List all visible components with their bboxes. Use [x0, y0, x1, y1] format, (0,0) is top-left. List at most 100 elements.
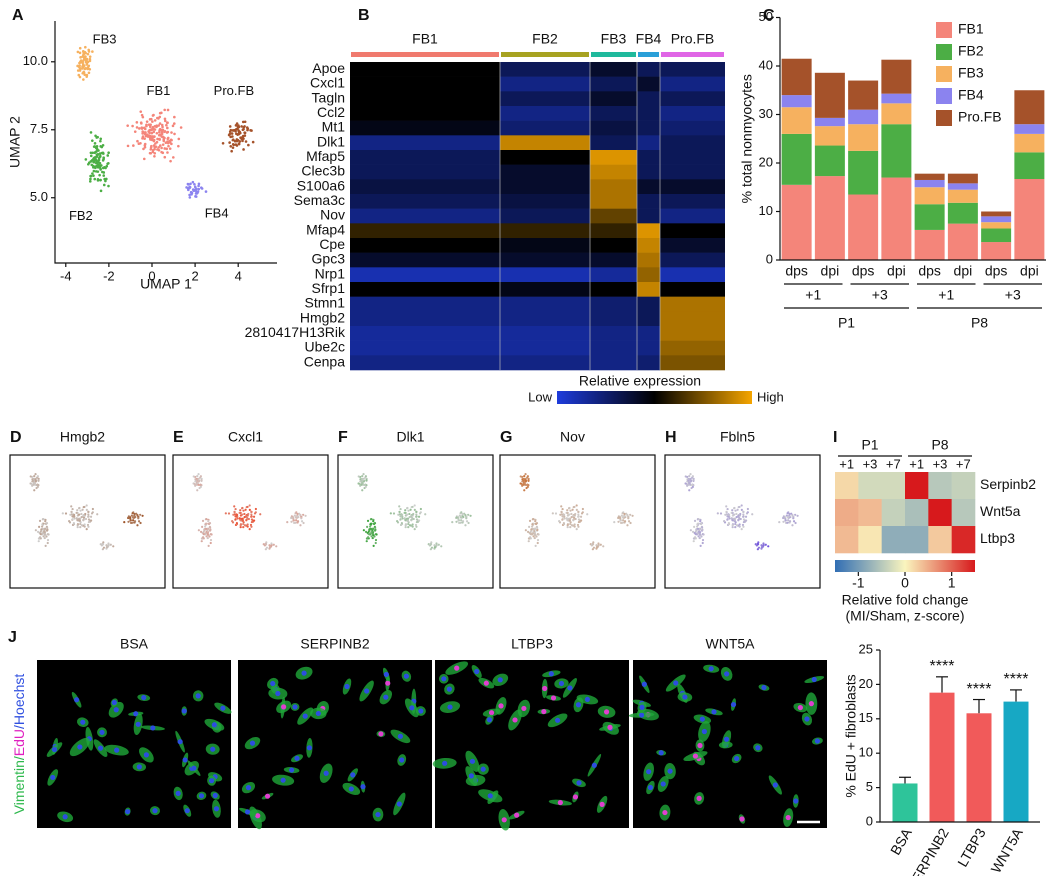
legend-title: Relative expression	[579, 373, 701, 389]
heat-cell	[500, 91, 590, 107]
nucleus	[418, 708, 424, 714]
cell-dot	[591, 548, 594, 551]
cell-dot	[158, 122, 162, 125]
cell-dot	[406, 513, 409, 516]
cell-dot	[105, 546, 108, 549]
cell-dot	[742, 520, 746, 524]
cell-dot	[241, 135, 244, 139]
cell-dot	[250, 518, 254, 521]
cell-dot	[248, 508, 251, 512]
cell-dot	[247, 143, 250, 147]
nucleus	[136, 764, 142, 770]
cell-dot	[80, 516, 83, 519]
cluster-label: FB2	[69, 208, 93, 223]
cell-dot	[684, 482, 687, 485]
cell-dot	[565, 511, 568, 514]
cell-dot	[405, 517, 409, 520]
cell-dot	[82, 78, 85, 81]
column-label: +3	[863, 456, 878, 471]
gene-label: Ube2c	[305, 339, 345, 355]
cell-dot	[89, 515, 93, 518]
cell-dot	[165, 131, 169, 134]
cell-dot	[413, 504, 416, 507]
cell-dot	[197, 182, 201, 186]
nucleus	[639, 712, 645, 718]
nucleus	[364, 688, 370, 694]
cell-dot	[237, 125, 241, 129]
cell-dot	[85, 504, 88, 507]
cell-dot	[86, 60, 90, 64]
cell-dot	[37, 478, 40, 482]
cell-dot	[366, 519, 370, 522]
cell-dot	[689, 529, 692, 532]
cell-dot	[374, 541, 377, 545]
cell-dot	[756, 548, 759, 551]
bar-segment	[781, 184, 812, 260]
cell-dot	[209, 541, 212, 545]
cell-dot	[433, 544, 436, 547]
heat-cell	[637, 194, 660, 209]
nucleus	[699, 716, 705, 722]
feature-box	[337, 454, 494, 589]
cell-dot	[242, 526, 245, 529]
legend-swatch	[936, 66, 952, 82]
nucleus	[446, 686, 452, 692]
heat-cell	[590, 282, 637, 297]
cell-dot	[137, 517, 140, 520]
cell-dot	[85, 75, 88, 78]
cell-dot	[701, 526, 704, 529]
column-label: +7	[956, 456, 971, 471]
cell-dot	[440, 545, 443, 548]
bar-segment	[848, 109, 879, 125]
cell-dot	[172, 122, 176, 125]
nucleus	[315, 710, 321, 717]
heat-cell	[660, 355, 725, 371]
cell-dot	[410, 514, 413, 517]
heat-cell	[660, 135, 725, 151]
nucleus	[397, 733, 404, 739]
cell-dot	[519, 475, 522, 478]
cell-dot	[745, 512, 749, 515]
cell-dot	[369, 525, 372, 528]
cell-dot	[366, 536, 370, 539]
nucleus	[301, 670, 307, 676]
cell-dot	[107, 542, 110, 545]
cell-dot	[741, 523, 745, 527]
x-tick-label: LTBP3	[954, 825, 989, 869]
cell-dot	[796, 514, 799, 517]
cell-dot	[620, 514, 623, 517]
cell-dot	[230, 132, 234, 135]
nucleus	[567, 685, 573, 691]
x-tick-label: dpi	[954, 263, 973, 279]
cell-dot	[528, 525, 531, 528]
heat-cell	[660, 76, 725, 92]
cell-dot	[105, 544, 108, 547]
cell-dot	[92, 166, 95, 169]
cell-dot	[742, 513, 745, 516]
nucleus	[755, 745, 761, 751]
cell-dot	[209, 528, 212, 532]
cell-dot	[734, 526, 737, 529]
y-tick-label: 20	[759, 154, 773, 169]
cell-dot	[148, 125, 152, 129]
cell-dot	[188, 185, 192, 189]
cell-dot	[370, 535, 373, 538]
cell-dot	[561, 507, 564, 511]
cell-dot	[571, 508, 574, 511]
cell-dot	[532, 517, 535, 521]
heat-cell	[905, 526, 929, 554]
cell-dot	[459, 521, 462, 524]
time-label: +1	[805, 287, 821, 303]
heat-cell	[951, 526, 976, 554]
cell-dot	[152, 130, 156, 134]
cell-dot	[696, 525, 699, 528]
cell-dot	[135, 126, 139, 129]
bar-segment	[881, 59, 912, 94]
nucleus	[111, 699, 117, 706]
cell-dot	[207, 527, 210, 530]
nucleus	[350, 772, 356, 778]
cell-dot	[621, 512, 624, 515]
cell-dot	[43, 533, 46, 536]
heat-cell	[637, 164, 660, 180]
cell-dot	[364, 530, 368, 533]
